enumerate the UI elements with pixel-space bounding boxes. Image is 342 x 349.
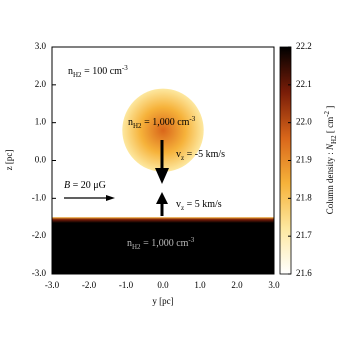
t: = 5 km/s — [184, 199, 222, 210]
field-annotation: B = 20 μG — [64, 180, 106, 191]
t: = -5 km/s — [184, 149, 225, 160]
slab — [52, 217, 274, 274]
t: v — [176, 149, 181, 160]
cloud-annotation: nH2 = 1,000 cm-3 — [128, 115, 196, 130]
t: H2 — [330, 135, 338, 144]
x-tick-label: 3.0 — [268, 280, 280, 290]
t: n — [128, 117, 133, 128]
colorbar-tick-label: 21.9 — [296, 155, 312, 165]
t: Column density : — [325, 150, 335, 214]
t: v — [176, 199, 181, 210]
slab-velocity: vz = 5 km/s — [176, 199, 222, 211]
t: n — [68, 66, 73, 77]
t: z — [181, 204, 184, 212]
colorbar-title: Column density : NH2 [ cm-2 ] — [323, 106, 338, 214]
colorbar-tick-label: 21.8 — [296, 192, 312, 202]
t: H2 — [73, 71, 82, 79]
x-tick-label: -1.0 — [119, 280, 134, 290]
t: -3 — [122, 64, 128, 72]
arrows — [64, 140, 169, 216]
t: ] — [325, 106, 335, 111]
t: B — [64, 180, 70, 191]
t: n — [127, 238, 132, 249]
t: = 20 μG — [70, 180, 106, 191]
colorbar-tick-label: 22.2 — [296, 41, 312, 51]
colorbar-tick-label: 21.6 — [296, 268, 312, 278]
arrow-head — [106, 195, 115, 201]
colorbar-tick-label: 22.0 — [296, 117, 312, 127]
t: z — [181, 154, 184, 162]
y-tick-label: -2.0 — [32, 230, 47, 240]
t: -3 — [188, 236, 194, 244]
t: [ cm — [325, 117, 335, 136]
y-tick-label: 2.0 — [35, 79, 47, 89]
y-tick-label: 3.0 — [35, 41, 47, 51]
t: = 1,000 cm — [141, 238, 189, 249]
t: = 100 cm — [82, 66, 123, 77]
x-tick-label: 0.0 — [157, 280, 169, 290]
x-tick-label: -2.0 — [82, 280, 97, 290]
slab-annotation: nH2 = 1,000 cm-3 — [127, 236, 195, 251]
cloud-velocity: vz = -5 km/s — [176, 149, 225, 161]
arrow-head — [156, 192, 168, 204]
ambient-annotation: nH2 = 100 cm-3 — [68, 64, 128, 79]
t: -3 — [189, 115, 195, 123]
y-tick-label: -3.0 — [32, 268, 47, 278]
x-tick-label: -3.0 — [45, 280, 60, 290]
y-tick-label: 1.0 — [35, 117, 47, 127]
t: H2 — [133, 122, 142, 130]
arrow-head — [155, 168, 169, 184]
colorbar-tick-label: 21.7 — [296, 230, 312, 240]
y-axis-label: z [pc] — [4, 150, 14, 171]
cloud — [122, 88, 204, 172]
x-tick-label: 1.0 — [194, 280, 206, 290]
colorbar-tick-label: 22.1 — [296, 79, 312, 89]
t: N — [325, 143, 335, 151]
y-tick-label: 0.0 — [35, 155, 47, 165]
t: H2 — [132, 243, 141, 251]
x-axis-label: y [pc] — [152, 296, 173, 306]
y-tick-label: -1.0 — [32, 192, 47, 202]
x-tick-label: 2.0 — [231, 280, 243, 290]
t: -2 — [323, 111, 331, 117]
t: = 1,000 cm — [142, 117, 190, 128]
